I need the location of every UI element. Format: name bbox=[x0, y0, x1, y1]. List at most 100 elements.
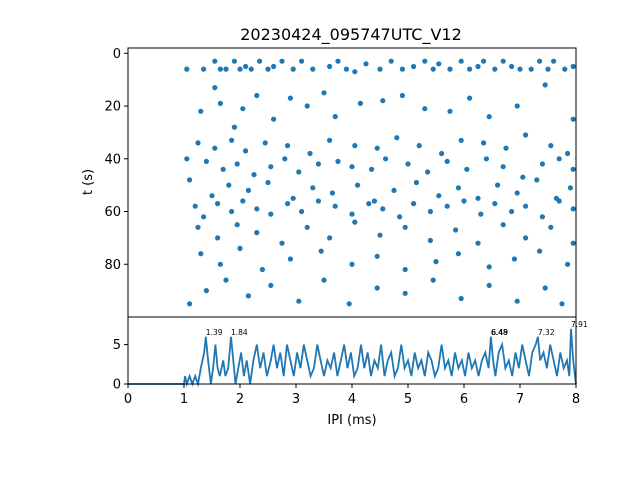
raster-y-tick-label: 0 bbox=[113, 47, 121, 62]
raster-point bbox=[486, 282, 492, 288]
raster-point bbox=[245, 187, 251, 193]
raster-point bbox=[248, 66, 254, 72]
raster-point bbox=[299, 58, 305, 64]
raster-point bbox=[542, 82, 548, 88]
raster-point bbox=[187, 301, 193, 307]
raster-point bbox=[523, 132, 529, 138]
raster-point bbox=[290, 66, 296, 72]
raster-point bbox=[287, 95, 293, 101]
raster-y-tick-label: 80 bbox=[104, 258, 121, 273]
raster-point bbox=[425, 169, 431, 175]
raster-point bbox=[475, 63, 481, 70]
raster-point bbox=[203, 288, 209, 294]
raster-point bbox=[464, 166, 470, 172]
raster-axes: 0 20 40 60 80 t (s) bbox=[81, 47, 577, 318]
raster-point bbox=[217, 100, 223, 106]
raster-point bbox=[237, 245, 243, 251]
raster-point bbox=[290, 195, 296, 201]
raster-point bbox=[380, 98, 386, 104]
raster-point bbox=[391, 187, 397, 193]
raster-point bbox=[215, 201, 221, 207]
raster-point bbox=[332, 203, 338, 209]
peak-label: 1.39 bbox=[206, 328, 223, 337]
raster-point bbox=[198, 108, 204, 114]
raster-point bbox=[268, 211, 274, 217]
raster-point bbox=[251, 172, 257, 178]
raster-point bbox=[349, 261, 355, 267]
raster-point bbox=[436, 61, 442, 67]
raster-point bbox=[492, 66, 498, 72]
raster-point bbox=[212, 58, 218, 64]
raster-point bbox=[570, 206, 576, 212]
raster-point bbox=[492, 201, 498, 207]
raster-point bbox=[217, 261, 223, 267]
raster-point bbox=[523, 235, 529, 241]
histogram-x-tick-label: 4 bbox=[348, 392, 356, 407]
raster-point bbox=[433, 259, 439, 265]
raster-point bbox=[388, 58, 394, 64]
raster-point bbox=[481, 140, 487, 146]
raster-point bbox=[203, 158, 209, 164]
raster-point bbox=[369, 166, 375, 172]
raster-point bbox=[383, 156, 389, 162]
raster-point bbox=[254, 230, 260, 236]
raster-point bbox=[296, 298, 302, 304]
raster-point bbox=[220, 166, 226, 172]
raster-point bbox=[486, 264, 492, 270]
raster-point bbox=[399, 66, 405, 72]
raster-point bbox=[343, 66, 349, 72]
raster-point bbox=[542, 285, 548, 291]
raster-point bbox=[268, 282, 274, 288]
histogram-y-ticks: 05 bbox=[113, 338, 128, 393]
raster-point bbox=[307, 150, 313, 157]
raster-point bbox=[217, 66, 223, 72]
raster-point bbox=[537, 248, 543, 254]
raster-point bbox=[467, 95, 473, 101]
raster-y-tick-label: 40 bbox=[104, 152, 121, 167]
raster-point bbox=[534, 177, 540, 183]
raster-point bbox=[416, 143, 422, 149]
raster-point bbox=[352, 69, 358, 75]
raster-point bbox=[346, 301, 352, 307]
raster-point bbox=[422, 58, 428, 64]
raster-point bbox=[265, 66, 271, 72]
raster-point bbox=[304, 224, 310, 230]
raster-point bbox=[377, 232, 383, 238]
raster-point bbox=[509, 63, 515, 70]
raster-point bbox=[411, 63, 417, 70]
raster-point bbox=[562, 66, 568, 72]
raster-point bbox=[279, 58, 285, 64]
raster-point bbox=[455, 251, 461, 257]
raster-point bbox=[262, 140, 268, 146]
raster-point bbox=[374, 145, 380, 151]
raster-point bbox=[537, 58, 543, 64]
raster-point bbox=[327, 63, 333, 70]
raster-point bbox=[517, 66, 523, 72]
raster-point bbox=[366, 201, 372, 207]
raster-point bbox=[318, 248, 324, 254]
raster-point bbox=[184, 66, 190, 72]
raster-point bbox=[394, 135, 400, 141]
raster-point bbox=[380, 206, 386, 212]
raster-point bbox=[402, 266, 408, 273]
raster-point bbox=[467, 66, 473, 72]
raster-point bbox=[223, 66, 229, 72]
raster-point bbox=[374, 253, 380, 259]
raster-point bbox=[436, 193, 442, 199]
histogram-x-tick-label: 7 bbox=[516, 392, 524, 407]
raster-point bbox=[245, 293, 251, 299]
raster-point bbox=[405, 161, 411, 167]
raster-point bbox=[201, 66, 207, 72]
raster-point bbox=[447, 108, 453, 114]
raster-point bbox=[212, 145, 218, 151]
raster-point bbox=[321, 277, 327, 283]
raster-point bbox=[478, 211, 484, 217]
raster-point bbox=[271, 63, 277, 70]
raster-point bbox=[287, 256, 293, 262]
raster-point bbox=[237, 66, 243, 72]
raster-point bbox=[565, 261, 571, 267]
raster-point bbox=[483, 156, 489, 162]
raster-point bbox=[192, 203, 198, 209]
raster-y-tick-label: 60 bbox=[104, 205, 121, 220]
raster-point bbox=[444, 158, 450, 164]
